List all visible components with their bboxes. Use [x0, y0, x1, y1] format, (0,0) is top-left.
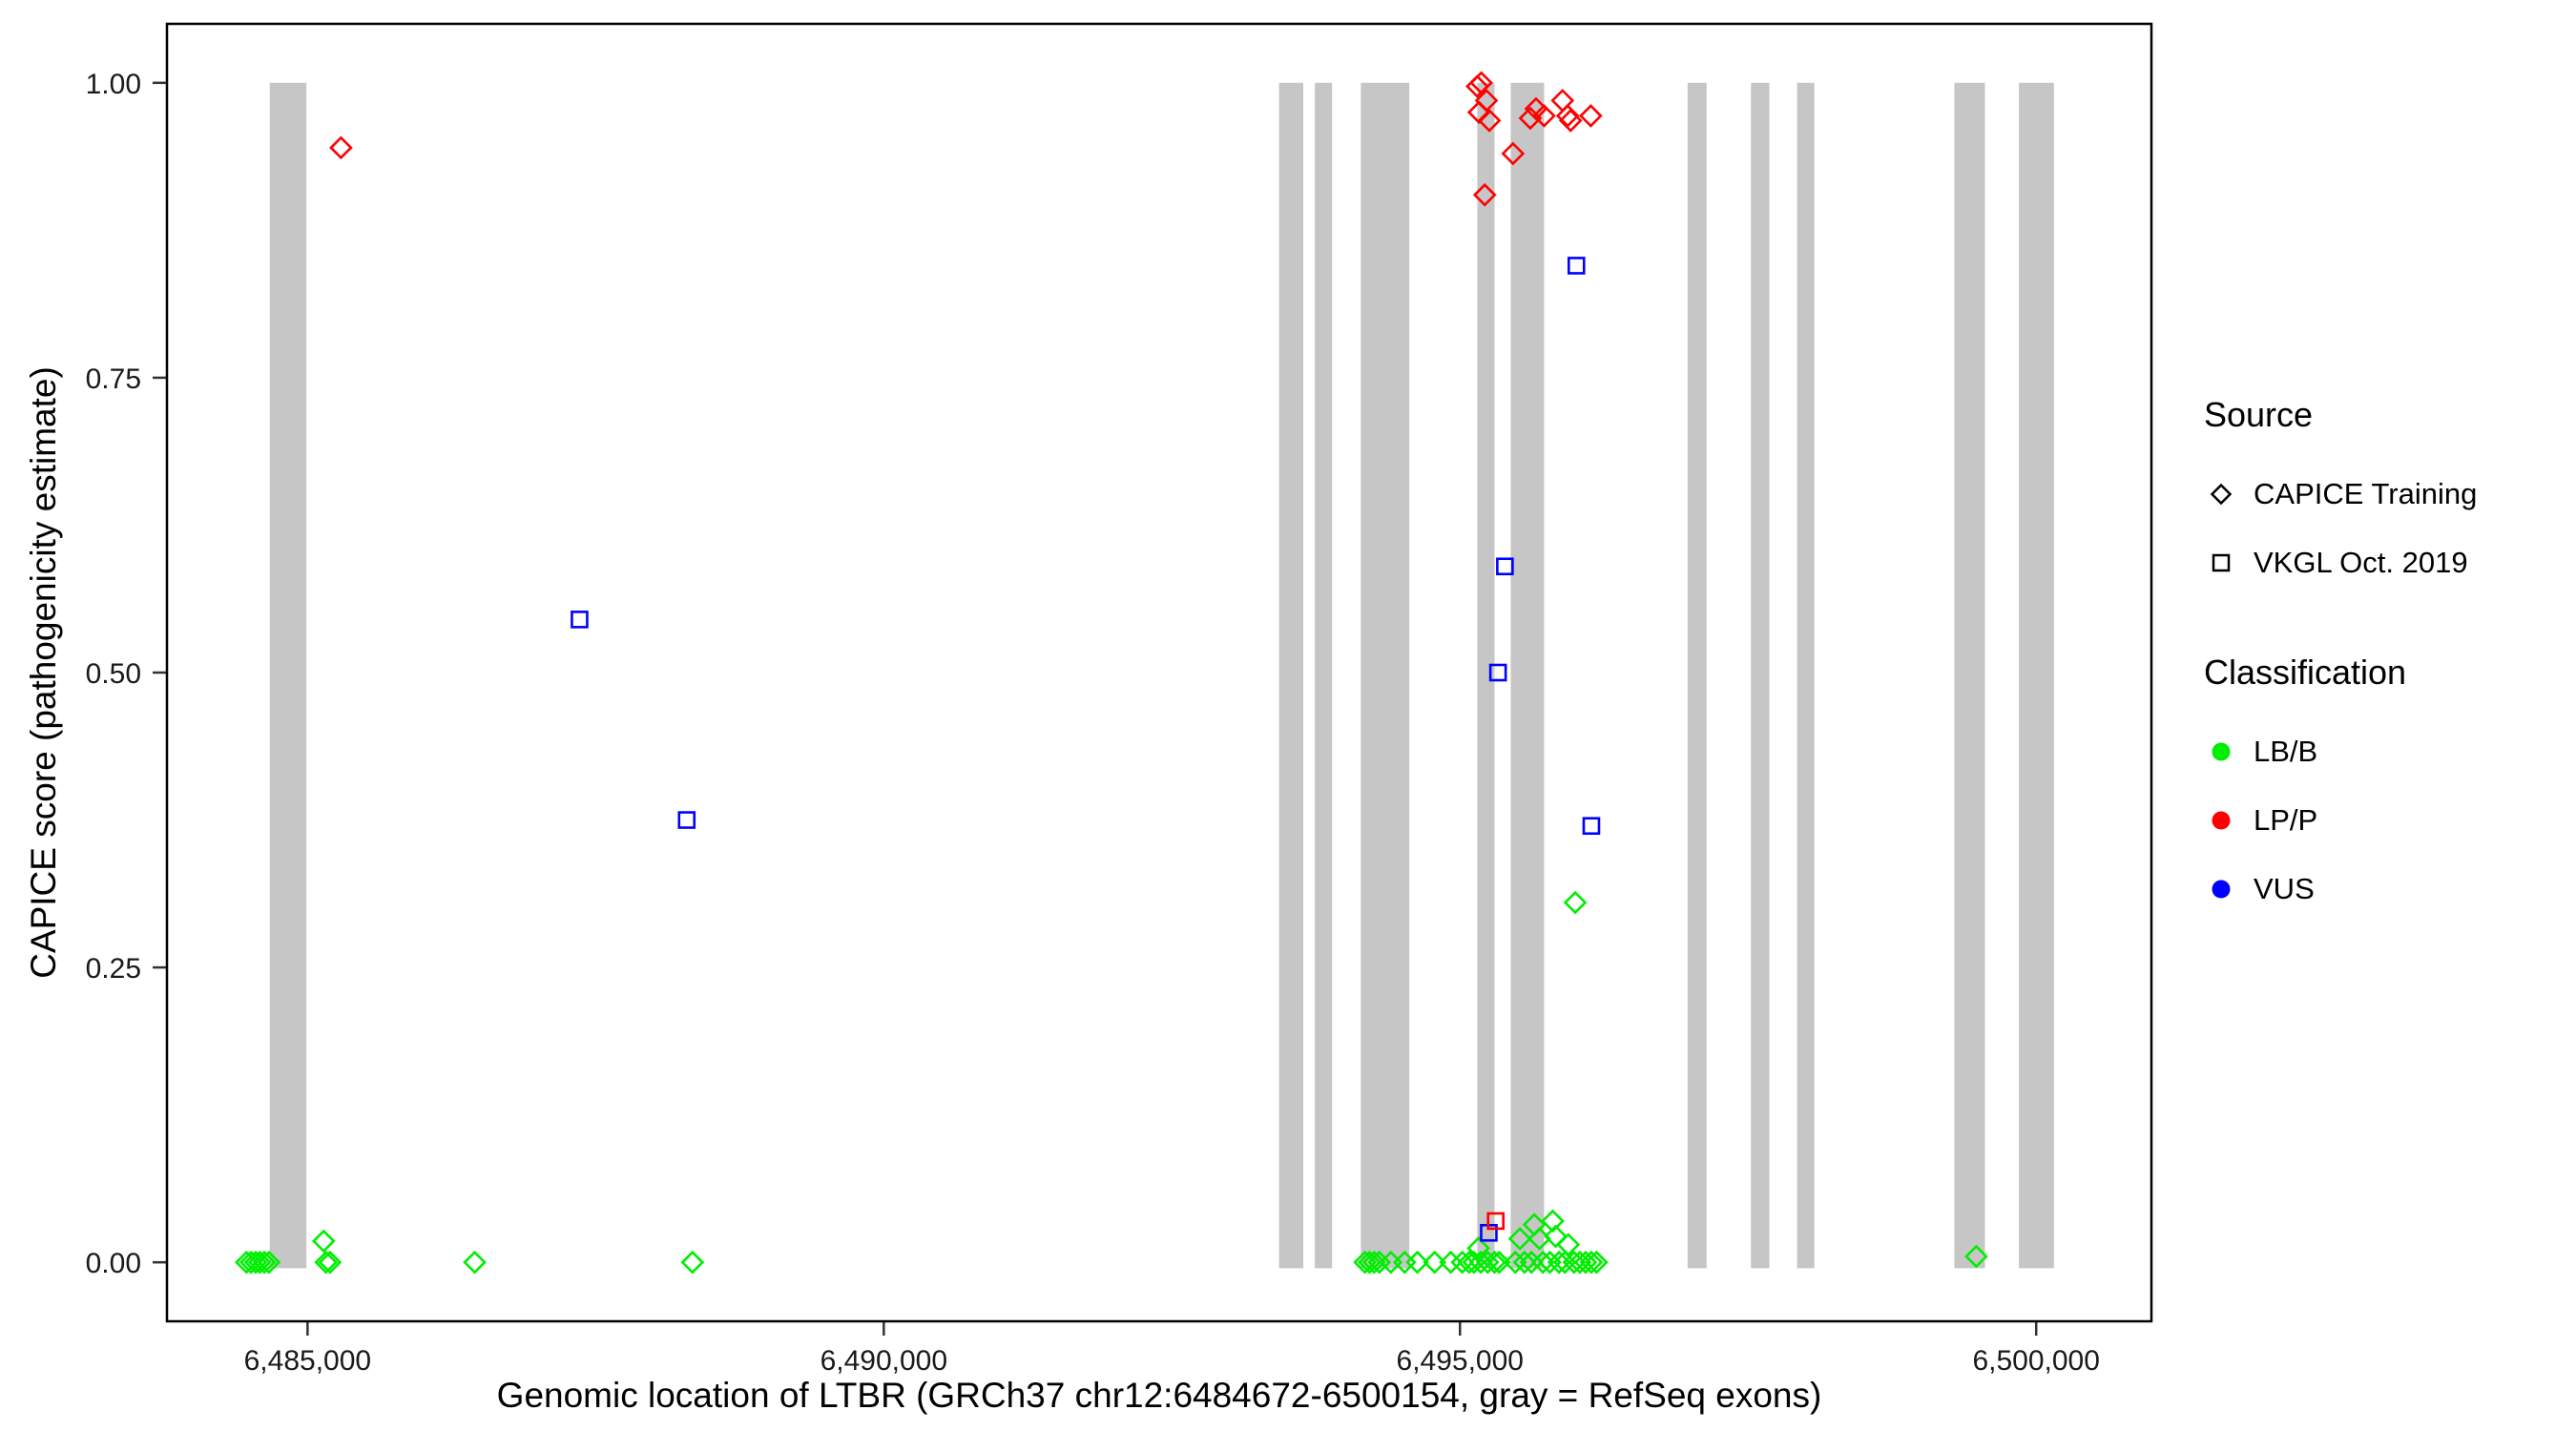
exon-bar [2019, 82, 2054, 1269]
data-point-square [571, 611, 589, 629]
legend-label-lbb: LB/B [2254, 735, 2318, 768]
data-point-diamond [1579, 104, 1603, 128]
data-point-diamond [1507, 1227, 1532, 1251]
data-point-diamond [311, 1229, 336, 1254]
data-point-diamond [1472, 182, 1497, 207]
y-tick-label: 0.50 [86, 658, 141, 690]
exon-bar [1751, 82, 1770, 1269]
data-point-diamond [1501, 141, 1526, 166]
data-point-diamond [1477, 109, 1502, 133]
exon-bar [269, 82, 307, 1269]
y-tick-label: 0.00 [86, 1248, 141, 1279]
data-point-diamond [1556, 1233, 1581, 1256]
data-point-diamond [1573, 1250, 1598, 1275]
x-tick-label: 6,490,000 [821, 1345, 947, 1377]
exon-bar [1510, 82, 1545, 1269]
diamond-shape-icon [2204, 477, 2254, 511]
y-tick-label: 0.75 [86, 363, 141, 395]
data-point-diamond [1964, 1244, 1988, 1269]
data-point-diamond [1469, 71, 1493, 95]
data-point-diamond [257, 1250, 281, 1275]
data-point-square [677, 811, 696, 829]
data-point-diamond [1405, 1250, 1429, 1275]
exon-bar [1477, 82, 1495, 1269]
exon-bar [1361, 82, 1410, 1269]
exon-bar [1278, 82, 1303, 1269]
data-point-square [1582, 817, 1601, 836]
exon-bar [1797, 82, 1815, 1269]
data-point-diamond [1358, 1250, 1381, 1275]
legend-section-gap [2204, 597, 2477, 653]
y-tick-label: 0.25 [86, 953, 141, 985]
x-tick-label: 6,500,000 [1972, 1345, 2099, 1377]
exon-bar [1315, 82, 1333, 1269]
data-point-diamond [1474, 89, 1499, 113]
data-point-diamond [1541, 1209, 1565, 1234]
data-point-diamond [1519, 1250, 1544, 1275]
legend-classification-title: Classification [2204, 653, 2407, 692]
data-point-diamond [1457, 1250, 1482, 1275]
x-axis-title: Genomic location of LTBR (GRCh37 chr12:6… [496, 1376, 1822, 1415]
data-point-diamond [1585, 1250, 1609, 1275]
data-point-diamond [1562, 1250, 1587, 1275]
legend: Source CAPICE Training VKGL Oct. 2019 Cl… [2204, 395, 2477, 923]
data-point-square [1567, 257, 1586, 275]
data-point-diamond [1361, 1250, 1386, 1275]
data-point-square [1486, 1212, 1506, 1231]
data-point-diamond [1439, 1250, 1463, 1275]
data-point-square [1488, 663, 1507, 682]
data-point-diamond [1483, 1250, 1506, 1275]
green-dot-icon [2204, 735, 2254, 769]
legend-label-vus: VUS [2254, 872, 2315, 905]
data-point-square [1496, 557, 1514, 576]
x-tick-label: 6,485,000 [244, 1345, 371, 1377]
data-point-diamond [1558, 109, 1583, 133]
y-axis-title: CAPICE score (pathogenicity estimate) [24, 366, 63, 979]
red-dot-icon [2204, 803, 2254, 838]
data-point-diamond [1486, 1250, 1511, 1275]
plot-panel-border [165, 22, 2153, 1323]
data-point-diamond [329, 135, 353, 160]
legend-item-lpp: LP/P [2204, 786, 2477, 855]
data-point-diamond [1579, 1250, 1604, 1275]
legend-label-vkgl: VKGL Oct. 2019 [2254, 546, 2468, 579]
data-point-diamond [1512, 1250, 1537, 1275]
legend-label-lpp: LP/P [2254, 803, 2318, 837]
blue-dot-icon [2204, 872, 2254, 906]
y-tick-label: 1.00 [86, 69, 141, 100]
data-point-diamond [1466, 1236, 1490, 1260]
legend-item-vkgl: VKGL Oct. 2019 [2204, 529, 2477, 597]
data-point-diamond [1475, 1250, 1500, 1275]
data-point-diamond [1563, 890, 1588, 915]
legend-item-lbb: LB/B [2204, 717, 2477, 786]
legend-source-title: Source [2204, 395, 2314, 434]
data-point-diamond [1450, 1250, 1475, 1275]
data-point-diamond [1367, 1250, 1392, 1275]
data-point-diamond [463, 1250, 487, 1275]
legend-item-capice-training: CAPICE Training [2204, 460, 2477, 529]
x-tick-label: 6,495,000 [1397, 1345, 1524, 1377]
data-point-diamond [1568, 1250, 1592, 1275]
data-point-diamond [314, 1250, 339, 1275]
data-point-diamond [1503, 1250, 1527, 1275]
data-point-diamond [1518, 106, 1543, 131]
legend-item-vus: VUS [2204, 855, 2477, 923]
data-point-diamond [252, 1250, 277, 1275]
data-point-diamond [1423, 1250, 1447, 1275]
data-point-diamond [1555, 104, 1580, 128]
data-point-diamond [1530, 1250, 1555, 1275]
data-point-diamond [1532, 104, 1556, 128]
data-point-diamond [247, 1250, 272, 1275]
data-point-diamond [680, 1250, 705, 1275]
legend-label-capice-training: CAPICE Training [2254, 477, 2478, 510]
data-point-diamond [1544, 1224, 1568, 1249]
exon-bar [1687, 82, 1707, 1269]
exon-bar [1954, 82, 1985, 1269]
square-shape-icon [2204, 546, 2254, 580]
data-point-diamond [318, 1250, 343, 1275]
